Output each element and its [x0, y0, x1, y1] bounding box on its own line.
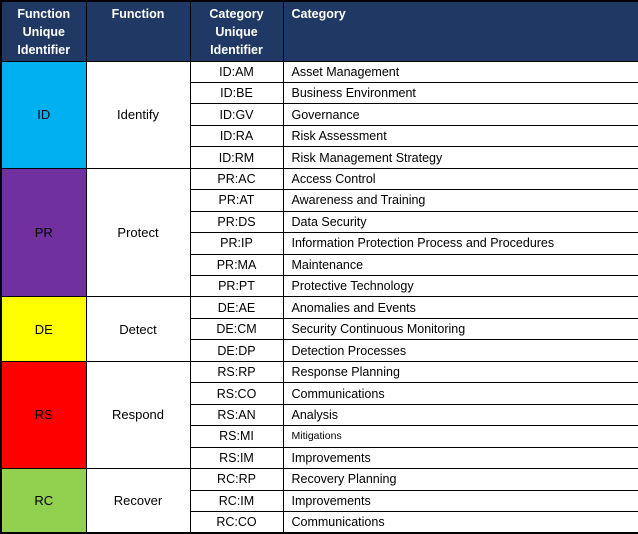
- category-id-cell: RS:CO: [189, 382, 284, 405]
- function-id-cell-de: DE: [0, 296, 87, 362]
- table-row: DE:DP Detection Processes: [1, 339, 638, 362]
- table-row: RC:CO Communications: [1, 511, 638, 534]
- category-id-cell: DE:AE: [189, 296, 284, 319]
- table-row: PR:IP Information Protection Process and …: [1, 232, 638, 255]
- table-row: DE Detect DE:AE Anomalies and Events: [0, 296, 638, 362]
- function-id-cell-rs: RS: [0, 360, 87, 470]
- category-id-cell: RS:RP: [189, 360, 284, 384]
- category-id-cell: ID:RM: [189, 146, 284, 169]
- function-name-cell-identify: Identify: [85, 60, 191, 169]
- category-name-cell: Improvements: [282, 446, 638, 470]
- table-row: PR Protect PR:AC Access Control: [0, 167, 638, 298]
- category-name-cell: Communications: [282, 382, 638, 405]
- category-name-cell: Access Control: [282, 167, 638, 191]
- table-row: ID:BE Business Environment: [1, 81, 638, 105]
- category-name-cell: Asset Management: [282, 60, 638, 83]
- category-name-cell: Governance: [282, 103, 638, 126]
- function-name-cell-detect: Detect: [85, 296, 191, 362]
- table-row: ID:GV Governance: [1, 103, 638, 126]
- category-id-cell: RC:IM: [189, 489, 284, 513]
- category-name-cell: Analysis: [282, 403, 638, 427]
- category-name-cell: Mitigations: [282, 425, 638, 448]
- category-name-cell: Communications: [282, 511, 638, 534]
- table-row: RC:IM Improvements: [1, 489, 638, 513]
- table-row: RS Respond RS:RP Response Planning: [0, 360, 638, 470]
- header-row: Function Unique Identifier Function Cate…: [0, 0, 638, 62]
- category-name-cell: Awareness and Training: [282, 189, 638, 212]
- function-name-cell-respond: Respond: [85, 360, 191, 470]
- category-name-cell: Improvements: [282, 489, 638, 513]
- category-id-cell: PR:AC: [189, 167, 284, 191]
- category-id-cell: PR:DS: [189, 210, 284, 234]
- category-name-cell: Business Environment: [282, 81, 638, 105]
- category-name-cell: Anomalies and Events: [282, 296, 638, 319]
- function-id-cell-pr: PR: [0, 167, 87, 298]
- category-name-cell: Data Security: [282, 210, 638, 234]
- table-row: ID Identify ID:AM Asset Management: [0, 60, 638, 169]
- table-row: ID:RA Risk Assessment: [1, 124, 638, 148]
- table-row: RC Recover RC:RP Recovery Planning: [0, 468, 638, 534]
- category-id-cell: PR:IP: [189, 232, 284, 255]
- category-name-cell: Information Protection Process and Proce…: [282, 232, 638, 255]
- category-id-cell: RC:CO: [189, 511, 284, 534]
- category-id-cell: ID:AM: [189, 60, 284, 83]
- table-header: Function Unique Identifier Function Cate…: [0, 0, 638, 62]
- function-name-cell-recover: Recover: [85, 468, 191, 534]
- table-row: RS:AN Analysis: [1, 403, 638, 427]
- table-row: PR:AT Awareness and Training: [1, 189, 638, 212]
- category-id-cell: ID:RA: [189, 124, 284, 148]
- category-id-cell: ID:BE: [189, 81, 284, 105]
- category-id-cell: RC:RP: [189, 468, 284, 491]
- table-body: ID Identify ID:AM Asset Management ID:BE Busi…: [0, 60, 638, 534]
- function-id-cell-id: ID: [0, 60, 87, 169]
- header-function: Function: [85, 0, 191, 62]
- category-name-cell: Protective Technology: [282, 275, 638, 298]
- category-id-cell: DE:CM: [189, 317, 284, 341]
- category-name-cell: Recovery Planning: [282, 468, 638, 491]
- category-name-cell: Risk Assessment: [282, 124, 638, 148]
- category-name-cell: Security Continuous Monitoring: [282, 317, 638, 341]
- category-id-cell: RS:AN: [189, 403, 284, 427]
- table-row: RS:CO Communications: [1, 382, 638, 405]
- header-category: Category: [282, 0, 638, 62]
- category-id-cell: PR:MA: [189, 253, 284, 277]
- category-name-cell: Response Planning: [282, 360, 638, 384]
- table-row: PR:PT Protective Technology: [1, 275, 638, 298]
- header-function-unique-identifier: Function Unique Identifier: [0, 0, 87, 62]
- category-name-cell: Maintenance: [282, 253, 638, 277]
- category-id-cell: PR:AT: [189, 189, 284, 212]
- function-id-cell-rc: RC: [0, 468, 87, 534]
- category-id-cell: ID:GV: [189, 103, 284, 126]
- table-row: RS:IM Improvements: [1, 446, 638, 470]
- table-row: ID:RM Risk Management Strategy: [1, 146, 638, 169]
- category-name-cell: Risk Management Strategy: [282, 146, 638, 169]
- category-name-cell: Detection Processes: [282, 339, 638, 362]
- category-id-cell: RS:IM: [189, 446, 284, 470]
- category-id-cell: DE:DP: [189, 339, 284, 362]
- category-id-cell: PR:PT: [189, 275, 284, 298]
- category-id-cell: RS:MI: [189, 425, 284, 448]
- function-name-cell-protect: Protect: [85, 167, 191, 298]
- header-category-unique-identifier: Category Unique Identifier: [189, 0, 284, 62]
- table-row: RS:MI Mitigations: [1, 425, 638, 448]
